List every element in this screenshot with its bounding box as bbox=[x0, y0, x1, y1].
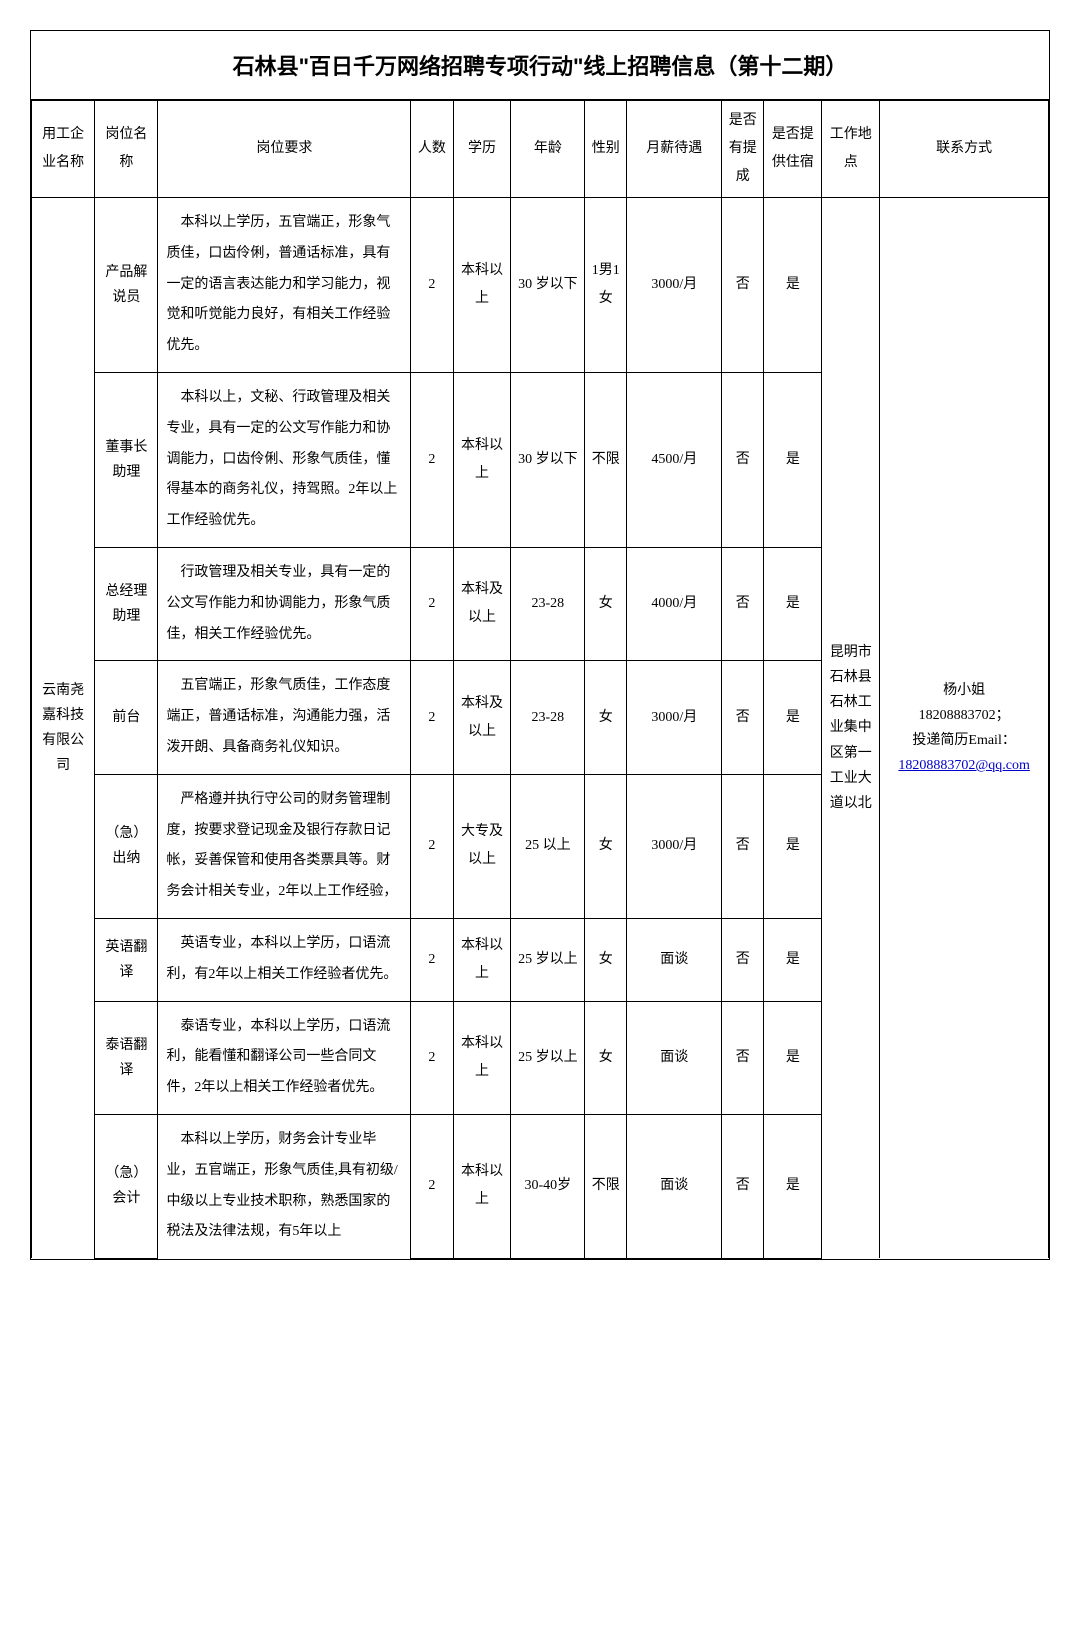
salary-cell: 3000/月 bbox=[627, 774, 722, 918]
count-cell: 2 bbox=[411, 1001, 453, 1114]
requirement-cell: 本科以上学历，五官端正，形象气质佳，口齿伶俐，普通话标准，具有一定的语言表达能力… bbox=[158, 198, 411, 373]
position-cell: （急）出纳 bbox=[95, 774, 158, 918]
salary-cell: 4000/月 bbox=[627, 547, 722, 660]
gender-cell: 女 bbox=[585, 774, 627, 918]
contact-name: 杨小姐 bbox=[943, 683, 985, 698]
salary-cell: 面谈 bbox=[627, 1114, 722, 1258]
commission-cell: 否 bbox=[722, 372, 764, 547]
position-cell: 产品解说员 bbox=[95, 198, 158, 373]
requirement-cell: 严格遵并执行守公司的财务管理制度，按要求登记现金及银行存款日记帐，妥善保管和使用… bbox=[158, 774, 411, 918]
document-title: 石林县"百日千万网络招聘专项行动"线上招聘信息（第十二期） bbox=[31, 31, 1049, 100]
count-cell: 2 bbox=[411, 918, 453, 1001]
count-cell: 2 bbox=[411, 547, 453, 660]
commission-cell: 否 bbox=[722, 547, 764, 660]
requirement-cell: 行政管理及相关专业，具有一定的公文写作能力和协调能力，形象气质佳，相关工作经验优… bbox=[158, 547, 411, 660]
count-cell: 2 bbox=[411, 774, 453, 918]
education-cell: 本科及以上 bbox=[453, 661, 511, 774]
position-cell: 董事长助理 bbox=[95, 372, 158, 547]
count-cell: 2 bbox=[411, 372, 453, 547]
gender-cell: 女 bbox=[585, 918, 627, 1001]
commission-cell: 否 bbox=[722, 774, 764, 918]
education-cell: 大专及以上 bbox=[453, 774, 511, 918]
salary-cell: 面谈 bbox=[627, 918, 722, 1001]
requirement-cell: 泰语专业，本科以上学历，口语流利，能看懂和翻译公司一些合同文件，2年以上相关工作… bbox=[158, 1001, 411, 1114]
col-count: 人数 bbox=[411, 101, 453, 198]
col-commission: 是否有提成 bbox=[722, 101, 764, 198]
gender-cell: 1男1女 bbox=[585, 198, 627, 373]
header-row: 用工企业名称 岗位名称 岗位要求 人数 学历 年龄 性别 月薪待遇 是否有提成 … bbox=[32, 101, 1049, 198]
commission-cell: 否 bbox=[722, 661, 764, 774]
age-cell: 23-28 bbox=[511, 661, 585, 774]
requirement-cell: 本科以上学历，财务会计专业毕业，五官端正，形象气质佳,具有初级/中级以上专业技术… bbox=[158, 1114, 411, 1258]
education-cell: 本科以上 bbox=[453, 918, 511, 1001]
housing-cell: 是 bbox=[764, 918, 822, 1001]
requirement-cell: 本科以上，文秘、行政管理及相关专业，具有一定的公文写作能力和协调能力，口齿伶俐、… bbox=[158, 372, 411, 547]
gender-cell: 女 bbox=[585, 547, 627, 660]
contact-phone: 18208883702； bbox=[919, 708, 1010, 723]
housing-cell: 是 bbox=[764, 547, 822, 660]
education-cell: 本科以上 bbox=[453, 372, 511, 547]
position-cell: （急）会计 bbox=[95, 1114, 158, 1258]
col-position: 岗位名称 bbox=[95, 101, 158, 198]
education-cell: 本科以上 bbox=[453, 1001, 511, 1114]
gender-cell: 不限 bbox=[585, 372, 627, 547]
position-cell: 泰语翻译 bbox=[95, 1001, 158, 1114]
position-cell: 前台 bbox=[95, 661, 158, 774]
housing-cell: 是 bbox=[764, 372, 822, 547]
age-cell: 25 岁以上 bbox=[511, 1001, 585, 1114]
gender-cell: 女 bbox=[585, 661, 627, 774]
col-requirement: 岗位要求 bbox=[158, 101, 411, 198]
housing-cell: 是 bbox=[764, 661, 822, 774]
education-cell: 本科及以上 bbox=[453, 547, 511, 660]
age-cell: 30-40岁 bbox=[511, 1114, 585, 1258]
contact-label: 投递简历Email： bbox=[912, 733, 1015, 748]
col-salary: 月薪待遇 bbox=[627, 101, 722, 198]
gender-cell: 女 bbox=[585, 1001, 627, 1114]
housing-cell: 是 bbox=[764, 198, 822, 373]
commission-cell: 否 bbox=[722, 918, 764, 1001]
col-housing: 是否提供住宿 bbox=[764, 101, 822, 198]
col-location: 工作地点 bbox=[822, 101, 880, 198]
company-cell: 云南尧嘉科技有限公司 bbox=[32, 198, 95, 1259]
age-cell: 23-28 bbox=[511, 547, 585, 660]
col-age: 年龄 bbox=[511, 101, 585, 198]
col-company: 用工企业名称 bbox=[32, 101, 95, 198]
housing-cell: 是 bbox=[764, 774, 822, 918]
education-cell: 本科以上 bbox=[453, 1114, 511, 1258]
commission-cell: 否 bbox=[722, 1114, 764, 1258]
age-cell: 25 以上 bbox=[511, 774, 585, 918]
commission-cell: 否 bbox=[722, 198, 764, 373]
count-cell: 2 bbox=[411, 1114, 453, 1258]
table-row: 云南尧嘉科技有限公司产品解说员本科以上学历，五官端正，形象气质佳，口齿伶俐，普通… bbox=[32, 198, 1049, 373]
col-contact: 联系方式 bbox=[880, 101, 1049, 198]
col-education: 学历 bbox=[453, 101, 511, 198]
position-cell: 总经理助理 bbox=[95, 547, 158, 660]
age-cell: 30 岁以下 bbox=[511, 372, 585, 547]
location-cell: 昆明市石林县石林工业集中区第一工业大道以北 bbox=[822, 198, 880, 1259]
gender-cell: 不限 bbox=[585, 1114, 627, 1258]
housing-cell: 是 bbox=[764, 1114, 822, 1258]
salary-cell: 3000/月 bbox=[627, 661, 722, 774]
contact-email-link[interactable]: 18208883702@qq.com bbox=[898, 758, 1030, 773]
contact-cell: 杨小姐 18208883702； 投递简历Email： 18208883702@qq.… bbox=[880, 198, 1049, 1259]
age-cell: 30 岁以下 bbox=[511, 198, 585, 373]
col-gender: 性别 bbox=[585, 101, 627, 198]
housing-cell: 是 bbox=[764, 1001, 822, 1114]
education-cell: 本科以上 bbox=[453, 198, 511, 373]
salary-cell: 3000/月 bbox=[627, 198, 722, 373]
recruitment-table: 用工企业名称 岗位名称 岗位要求 人数 学历 年龄 性别 月薪待遇 是否有提成 … bbox=[31, 100, 1049, 1259]
position-cell: 英语翻译 bbox=[95, 918, 158, 1001]
commission-cell: 否 bbox=[722, 1001, 764, 1114]
requirement-cell: 五官端正，形象气质佳，工作态度端正，普通话标准，沟通能力强，活泼开朗、具备商务礼… bbox=[158, 661, 411, 774]
salary-cell: 4500/月 bbox=[627, 372, 722, 547]
count-cell: 2 bbox=[411, 198, 453, 373]
salary-cell: 面谈 bbox=[627, 1001, 722, 1114]
document-container: 石林县"百日千万网络招聘专项行动"线上招聘信息（第十二期） 用工企业名称 岗位名… bbox=[30, 30, 1050, 1260]
count-cell: 2 bbox=[411, 661, 453, 774]
age-cell: 25 岁以上 bbox=[511, 918, 585, 1001]
requirement-cell: 英语专业，本科以上学历，口语流利，有2年以上相关工作经验者优先。 bbox=[158, 918, 411, 1001]
